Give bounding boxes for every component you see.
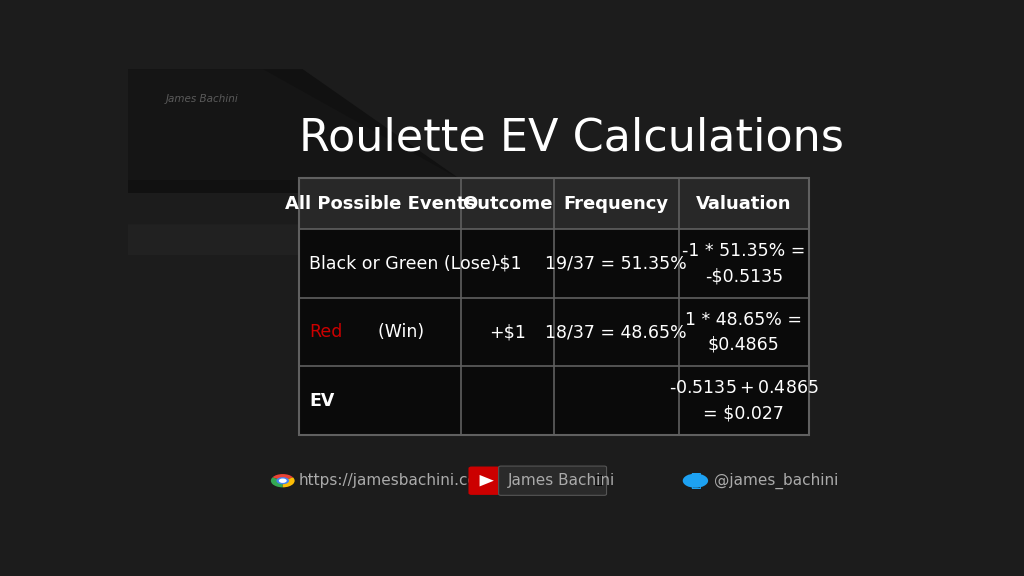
Text: EV: EV <box>309 392 334 410</box>
Text: Valuation: Valuation <box>696 195 792 213</box>
Text: Outcome: Outcome <box>463 195 553 213</box>
Text: 19/37 = 51.35%: 19/37 = 51.35% <box>546 255 687 272</box>
Text: Roulette EV Calculations: Roulette EV Calculations <box>299 116 844 160</box>
Bar <box>299 229 809 298</box>
Circle shape <box>276 477 289 484</box>
Text: @james_bachini: @james_bachini <box>714 472 838 489</box>
Circle shape <box>683 473 709 488</box>
Text: -1 * 51.35% =
-$0.5135: -1 * 51.35% = -$0.5135 <box>682 242 806 285</box>
Text: 🔍: 🔍 <box>595 474 602 487</box>
Text: (Win): (Win) <box>355 323 424 341</box>
Text: Black or Green (Lose): Black or Green (Lose) <box>309 255 498 272</box>
Text: -$0.5135 + $0.4865
= $0.027: -$0.5135 + $0.4865 = $0.027 <box>669 379 818 422</box>
Text: James Bachini: James Bachini <box>166 94 239 104</box>
Circle shape <box>279 479 287 483</box>
Text: 🐦: 🐦 <box>690 472 700 490</box>
Bar <box>299 366 809 435</box>
Text: All Possible Events: All Possible Events <box>285 195 475 213</box>
Bar <box>299 178 809 435</box>
Text: Red: Red <box>309 323 342 341</box>
Wedge shape <box>283 478 295 487</box>
Text: James Bachini: James Bachini <box>507 473 614 488</box>
FancyBboxPatch shape <box>468 467 500 495</box>
Text: +$1: +$1 <box>489 323 526 341</box>
Text: 18/37 = 48.65%: 18/37 = 48.65% <box>546 323 687 341</box>
Bar <box>299 298 809 366</box>
Polygon shape <box>479 475 494 487</box>
Bar <box>299 178 809 229</box>
Wedge shape <box>270 478 283 487</box>
FancyBboxPatch shape <box>499 466 606 495</box>
Polygon shape <box>128 194 430 255</box>
Text: https://jamesbachini.com: https://jamesbachini.com <box>299 473 493 488</box>
Text: Frequency: Frequency <box>563 195 669 213</box>
Polygon shape <box>128 69 461 180</box>
Wedge shape <box>272 474 293 481</box>
Text: -$1: -$1 <box>494 255 522 272</box>
Polygon shape <box>128 69 524 224</box>
Text: 1 * 48.65% =
$0.4865: 1 * 48.65% = $0.4865 <box>685 310 802 354</box>
